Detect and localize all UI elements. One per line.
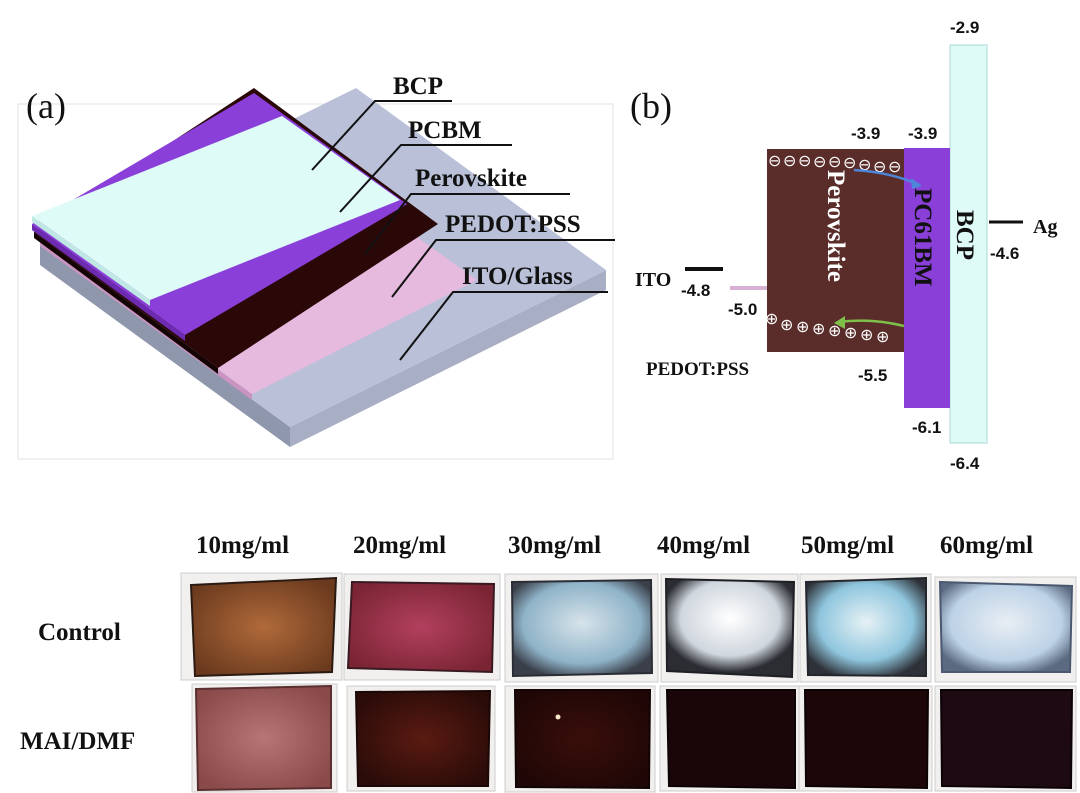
perovskite-cb-value: -3.9 [851,124,880,143]
perovskite-band [767,149,904,352]
bcp-band-label: BCP [951,210,978,260]
electron-symbol: ⊖ [813,152,826,171]
pedot-band-label: PEDOT:PSS [646,359,749,380]
hole-symbol: ⊕ [828,321,841,340]
bcp-front-face [32,216,150,306]
bcp-homo-value: -6.4 [950,454,980,473]
concentration-label: 30mg/ml [508,532,601,559]
ito-level-value: -4.8 [681,281,710,300]
electron-symbol: ⊖ [768,151,781,170]
photo-mai-dmf-10 [191,683,338,793]
photo-control-60 [934,576,1077,683]
panel-a-label: (a) [26,86,66,126]
pcbm-leader-line [339,144,512,213]
photo-mai-dmf-40 [659,685,801,792]
photo-control-40 [660,573,799,683]
pc61bm-band [904,148,950,408]
ag-level-value: -4.6 [990,244,1019,263]
concentration-label: 10mg/ml [196,532,289,559]
pcbm-front-face [32,224,185,341]
electron-symbol: ⊖ [843,153,856,172]
concentration-label: 40mg/ml [657,532,750,559]
electron-symbol: ⊖ [798,151,811,170]
bcp-band [949,44,988,444]
photo-mai-dmf-60 [934,685,1077,792]
electron-symbol: ⊖ [783,151,796,170]
ito-glass-side-face [290,270,606,447]
pc61bm-lumo-value: -3.9 [908,124,937,143]
pedot-leader-line [391,239,615,298]
ag-band-label: Ag [1033,216,1057,238]
electron-symbol: ⊖ [888,157,901,176]
electron-arrow-head-icon [911,178,922,189]
ito-leader-line [399,291,608,361]
hole-symbol: ⊕ [860,325,873,344]
perovskite-label: Perovskite [415,165,527,192]
photo-control-10 [180,572,343,681]
pedot-label: PEDOT:PSS [445,211,581,238]
pc61bm-band-label: PC61BM [909,188,936,287]
perovskite-front-face [34,232,218,374]
perovskite-band-label: Perovskite [822,170,849,282]
ito-glass-front-face [40,245,290,447]
electron-symbol: ⊖ [858,155,871,174]
hole-arrow-head-icon [834,316,845,329]
pcbm-label: PCBM [408,117,482,144]
panel-b-label: (b) [630,86,672,126]
photo-mai-dmf-50 [798,685,933,792]
photo-mai-dmf-30 [504,685,656,793]
bcp-lumo-value: -2.9 [950,18,979,37]
ito-band-label: ITO [635,269,671,291]
hole-symbol: ⊕ [844,323,857,342]
bcp-label: BCP [393,73,443,100]
hole-symbol: ⊕ [796,317,809,336]
hole-symbol: ⊕ [780,315,793,334]
perovskite-leader-line [364,193,570,255]
photo-control-50 [799,573,932,683]
perovskite-vb-value: -5.5 [858,366,887,385]
pedot-level-value: -5.0 [728,300,757,319]
bcp-leader-line [311,100,452,171]
row-label-mai-dmf: MAI/DMF [20,728,135,755]
row-label-control: Control [38,619,121,646]
electron-symbol: ⊖ [828,152,841,171]
pc61bm-homo-value: -6.1 [912,418,941,437]
hole-symbol: ⊕ [812,319,825,338]
photo-control-20 [343,573,501,681]
hole-symbol: ⊕ [765,309,778,328]
concentration-label: 20mg/ml [353,532,446,559]
concentration-label: 60mg/ml [940,532,1033,559]
bcp-layer [32,116,400,300]
photo-mai-dmf-20 [346,685,496,792]
concentration-label: 50mg/ml [801,532,894,559]
ito-glass-label: ITO/Glass [462,263,573,290]
photo-control-30 [504,573,659,683]
hole-symbol: ⊕ [876,327,889,346]
